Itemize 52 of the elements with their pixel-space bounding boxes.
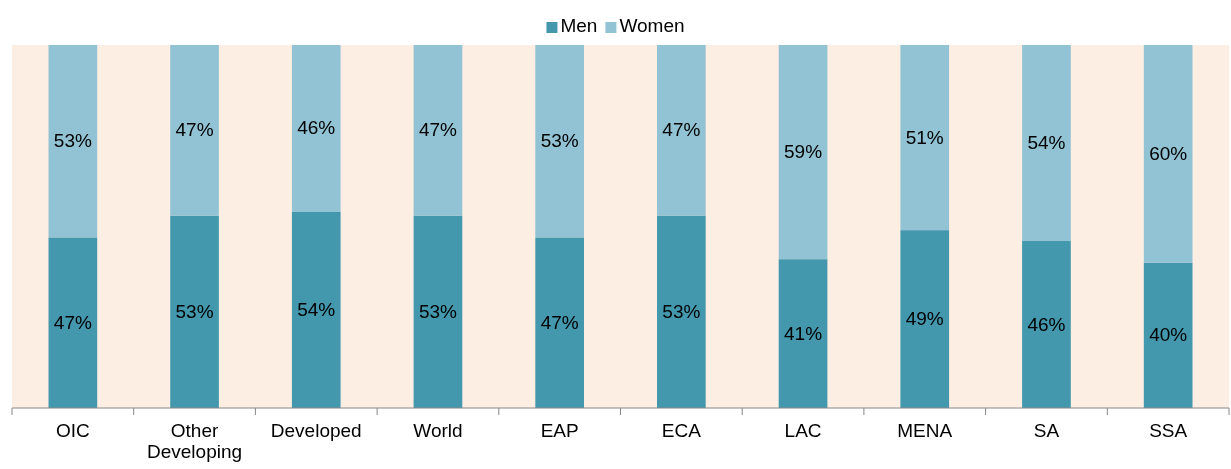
bar [291, 45, 341, 212]
data-label: 40% [1149, 324, 1188, 346]
data-label: 53% [540, 130, 579, 152]
data-label: 53% [418, 300, 458, 322]
x-tick-label: EAP [540, 420, 579, 442]
bar [291, 211, 341, 408]
data-label: 53% [53, 130, 92, 152]
bar [413, 215, 463, 408]
bar [778, 45, 828, 260]
bar [657, 215, 706, 408]
legend-label: Women [619, 15, 685, 36]
bar [48, 45, 98, 238]
x-tick-label: SSA [1149, 420, 1188, 442]
x-tick-label: ECA [661, 420, 702, 442]
bar [778, 259, 828, 408]
bar [1022, 45, 1071, 242]
x-tick-label: OIC [55, 420, 90, 442]
bar [900, 230, 950, 408]
x-tick-label: Developed [270, 420, 362, 442]
x-tick-label: Other Developing [147, 420, 243, 463]
data-label: 49% [905, 308, 944, 330]
bar [170, 45, 219, 216]
bar [535, 237, 584, 408]
data-label: 47% [418, 119, 458, 141]
x-tick-label: World [413, 420, 463, 442]
bar [170, 215, 219, 408]
data-label: 47% [662, 119, 701, 141]
bar [48, 237, 98, 408]
data-label: 60% [1149, 142, 1188, 164]
bar [1143, 45, 1193, 263]
bar [535, 45, 584, 238]
bar [1143, 262, 1193, 408]
data-label: 59% [784, 141, 823, 163]
data-label: 47% [53, 311, 92, 333]
data-label: 41% [784, 322, 823, 344]
bar [657, 45, 706, 216]
x-tick-label: MENA [897, 420, 953, 442]
bar [413, 45, 463, 216]
data-label: 47% [175, 119, 214, 141]
data-label: 51% [905, 126, 944, 148]
data-label: 54% [1027, 132, 1066, 154]
bar [1022, 241, 1071, 408]
x-tick-label: SA [1033, 420, 1060, 442]
x-tick-label: LAC [784, 420, 822, 442]
data-label: 47% [540, 311, 579, 333]
data-label: 53% [662, 300, 701, 322]
data-label: 54% [297, 298, 336, 320]
bar [900, 45, 950, 231]
data-label: 46% [297, 117, 336, 139]
legend-label: Men [560, 15, 598, 36]
data-label: 53% [175, 300, 214, 322]
data-label: 46% [1027, 313, 1066, 335]
